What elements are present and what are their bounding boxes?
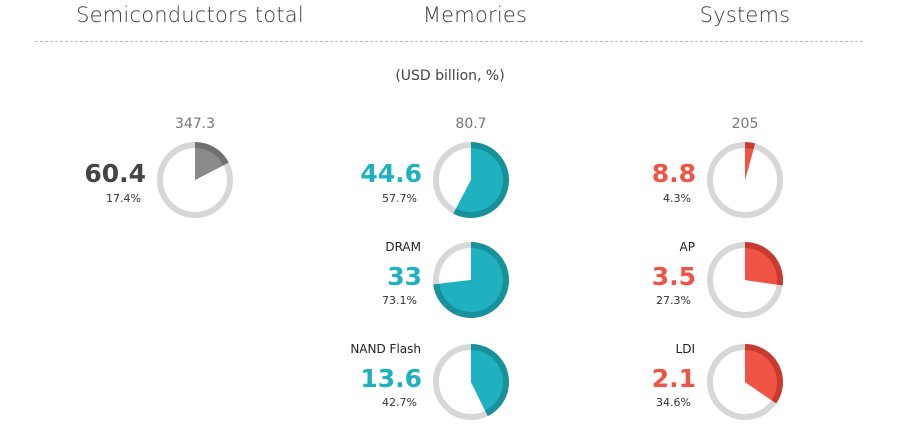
systems-pie-0: [707, 142, 783, 218]
pie-slice: [456, 148, 503, 212]
memories-pie-0: [433, 142, 509, 219]
column-title-systems: Systems: [699, 3, 791, 27]
memories-pie-1: [433, 242, 509, 318]
percent-label: 73.1%: [382, 294, 417, 307]
column-title-memories: Memories: [422, 3, 528, 27]
column-title-semiconductors: Semiconductors total: [76, 3, 304, 27]
pie-slice: [471, 350, 503, 411]
value-label: 3.5: [652, 262, 696, 291]
series-name-label: DRAM: [385, 240, 421, 254]
percent-label: 4.3%: [663, 192, 691, 205]
semiconductors-total-label: 347.3: [175, 116, 215, 132]
percent-label: 42.7%: [382, 396, 417, 409]
pie-slice: [745, 350, 777, 401]
value-label: 13.6: [360, 364, 422, 393]
series-name-label: AP: [680, 240, 695, 254]
pie-slice: [195, 148, 224, 180]
series-name-label: LDI: [676, 342, 695, 356]
pie-slice: [745, 248, 778, 285]
percent-label: 17.4%: [106, 192, 141, 205]
memories-total-label: 80.7: [455, 116, 486, 132]
memories-pie-2: [433, 344, 509, 420]
unit-note: (USD billion, %): [395, 68, 505, 84]
dashed-divider: [35, 41, 863, 42]
systems-pie-1: [707, 242, 783, 318]
series-name-label: NAND Flash: [350, 342, 421, 356]
value-label: 8.8: [652, 159, 696, 188]
pie-slice: [745, 148, 754, 180]
percent-label: 57.7%: [382, 192, 417, 205]
value-label: 33: [387, 262, 422, 291]
percent-label: 27.3%: [656, 294, 691, 307]
systems-total-label: 205: [732, 116, 759, 132]
semiconductors-pie-0: [157, 142, 233, 218]
systems-pie-2: [707, 344, 783, 420]
pie-slice: [439, 247, 504, 312]
value-label: 60.4: [84, 159, 146, 188]
value-label: 44.6: [360, 159, 422, 188]
percent-label: 34.6%: [656, 396, 691, 409]
value-label: 2.1: [652, 364, 696, 393]
